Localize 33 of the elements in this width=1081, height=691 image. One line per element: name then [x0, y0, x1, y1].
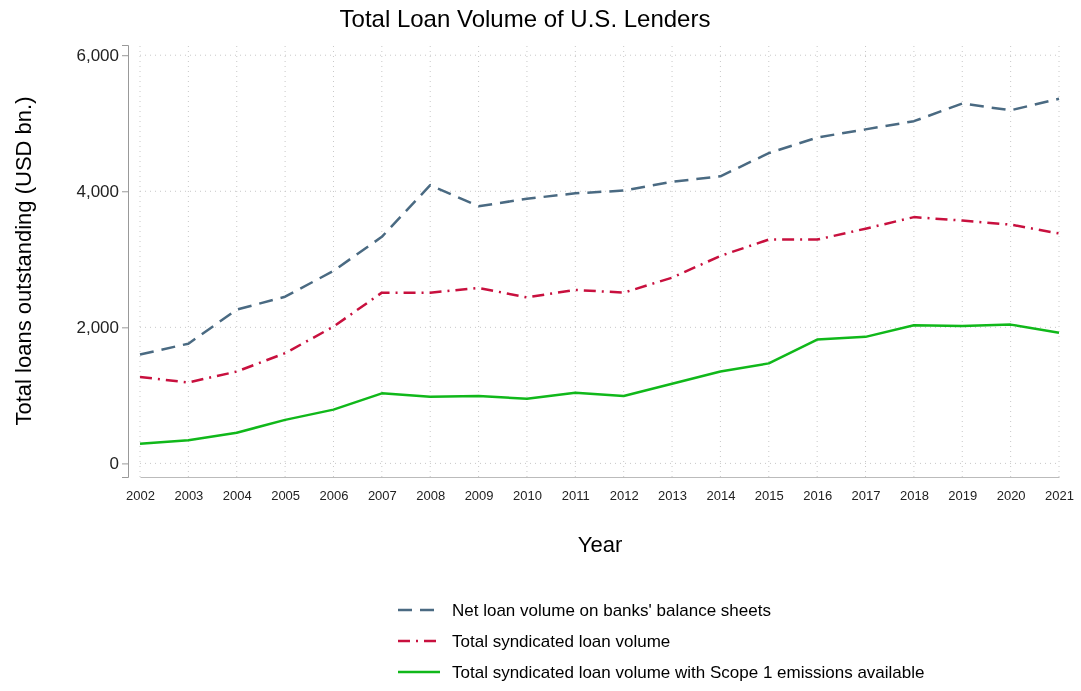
- x-axis-title: Year: [577, 532, 623, 557]
- x-tick-label: 2019: [948, 488, 978, 504]
- legend-label: Total syndicated loan volume: [452, 632, 671, 651]
- legend-label: Total syndicated loan volume with Scope 1 emissions available: [452, 663, 925, 682]
- y-axis-title: Total loans outstanding (USD bn.): [11, 96, 36, 426]
- x-tick-label: 2007: [367, 488, 397, 504]
- x-tick-label: 2015: [754, 488, 784, 504]
- x-tick-label: 2016: [803, 488, 833, 504]
- y-tick-label: 4,000: [76, 182, 119, 202]
- legend-label: Net loan volume on banks' balance sheets: [452, 601, 771, 620]
- x-tick-label: 2009: [464, 488, 494, 504]
- x-tick-label: 2020: [996, 488, 1026, 504]
- x-tick-label: 2018: [899, 488, 929, 504]
- x-tick-label: 2012: [609, 488, 639, 504]
- y-tick-label: 2,000: [76, 318, 119, 338]
- line-series: [138, 323, 1061, 445]
- x-tick-label: 2013: [658, 488, 688, 504]
- y-tick-label: 6,000: [76, 46, 119, 66]
- x-tick-label: 2003: [174, 488, 204, 504]
- x-tick-label: 2004: [222, 488, 252, 504]
- x-tick-label: 2002: [126, 488, 155, 504]
- line-series: [138, 215, 1061, 384]
- x-tick-label: 2011: [561, 488, 590, 504]
- x-tick-label: 2017: [851, 488, 881, 504]
- x-tick-label: 2008: [416, 488, 446, 504]
- x-tick-label: 2010: [512, 488, 542, 504]
- chart-title: Total Loan Volume of U.S. Lenders: [339, 5, 711, 32]
- x-tick-label: 2014: [706, 488, 736, 504]
- x-tick-label: 2021: [1045, 488, 1074, 504]
- y-tick-label: 0: [109, 454, 119, 474]
- line-series: [138, 97, 1061, 356]
- x-tick-label: 2006: [319, 488, 349, 504]
- x-tick-label: 2005: [271, 488, 301, 504]
